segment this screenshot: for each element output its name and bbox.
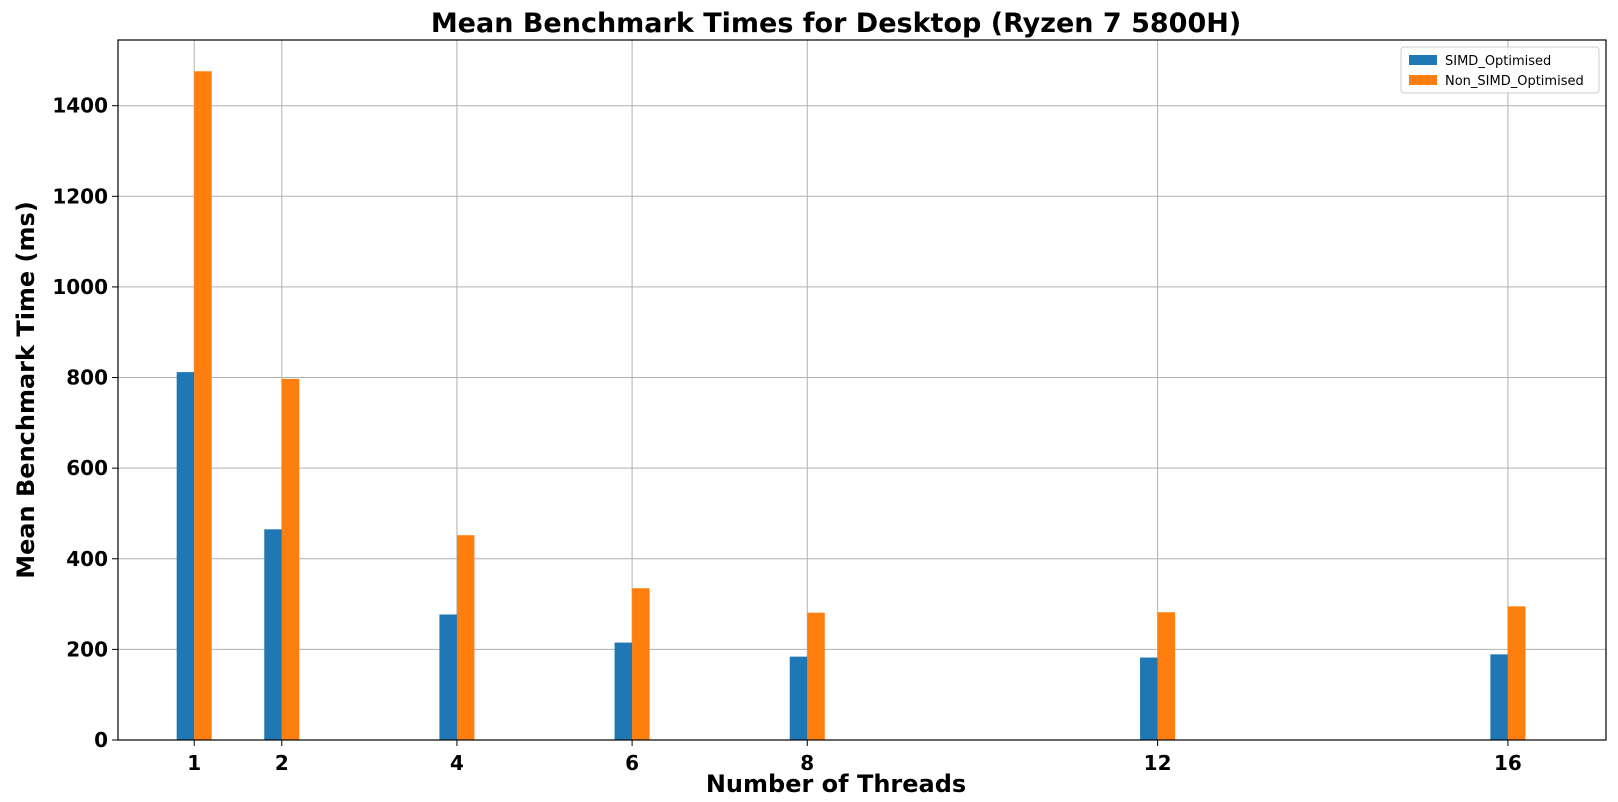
legend-box [1400,46,1600,94]
bar-non-simd-optimised-1 [194,71,212,740]
bar-non-simd-optimised-4 [456,535,475,740]
bar-simd-optimised-1 [176,372,195,740]
y-tick-label: 0 [94,728,108,752]
y-tick-label: 600 [66,456,108,480]
bar-simd-optimised-2 [264,529,282,740]
bar-non-simd-optimised-8 [807,612,825,740]
x-tick-label: 6 [625,751,639,775]
y-tick-label: 1400 [52,94,108,118]
legend-swatch [1409,75,1437,85]
x-tick-label: 4 [450,751,464,775]
bar-layer [176,71,1526,740]
legend-entry-label: Non_SIMD_Optimised [1445,74,1584,89]
bar-simd-optimised-8 [789,656,808,740]
bar-non-simd-optimised-6 [632,588,650,740]
x-tick-label: 16 [1494,751,1522,775]
y-tick-label: 400 [66,547,108,571]
legend-entry-label: SIMD_Optimised [1445,54,1551,69]
x-tick-label: 8 [800,751,814,775]
legend-swatch [1409,55,1437,65]
x-tick-label: 12 [1144,751,1172,775]
y-tick-label: 1200 [52,184,108,208]
bar-non-simd-optimised-2 [281,378,300,740]
grid-layer [118,40,1606,741]
bar-simd-optimised-6 [614,642,633,740]
bar-non-simd-optimised-16 [1507,606,1526,740]
plot-frame [117,39,1607,741]
x-axis-label: Number of Threads [706,770,966,798]
legend: SIMD_Optimised Non_SIMD_Optimised [1400,46,1600,94]
bar-simd-optimised-12 [1140,657,1158,740]
bar-non-simd-optimised-12 [1157,612,1176,740]
x-tick-label: 2 [275,751,289,775]
y-tick-label: 200 [66,637,108,661]
bar-simd-optimised-16 [1490,654,1508,740]
chart-title: Mean Benchmark Times for Desktop (Ryzen … [431,8,1241,39]
y-tick-label: 1000 [52,275,108,299]
y-tick-label: 800 [66,366,108,390]
bar-simd-optimised-4 [439,614,457,740]
x-tick-label: 1 [187,751,201,775]
y-axis-label: Mean Benchmark Time (ms) [12,201,40,579]
